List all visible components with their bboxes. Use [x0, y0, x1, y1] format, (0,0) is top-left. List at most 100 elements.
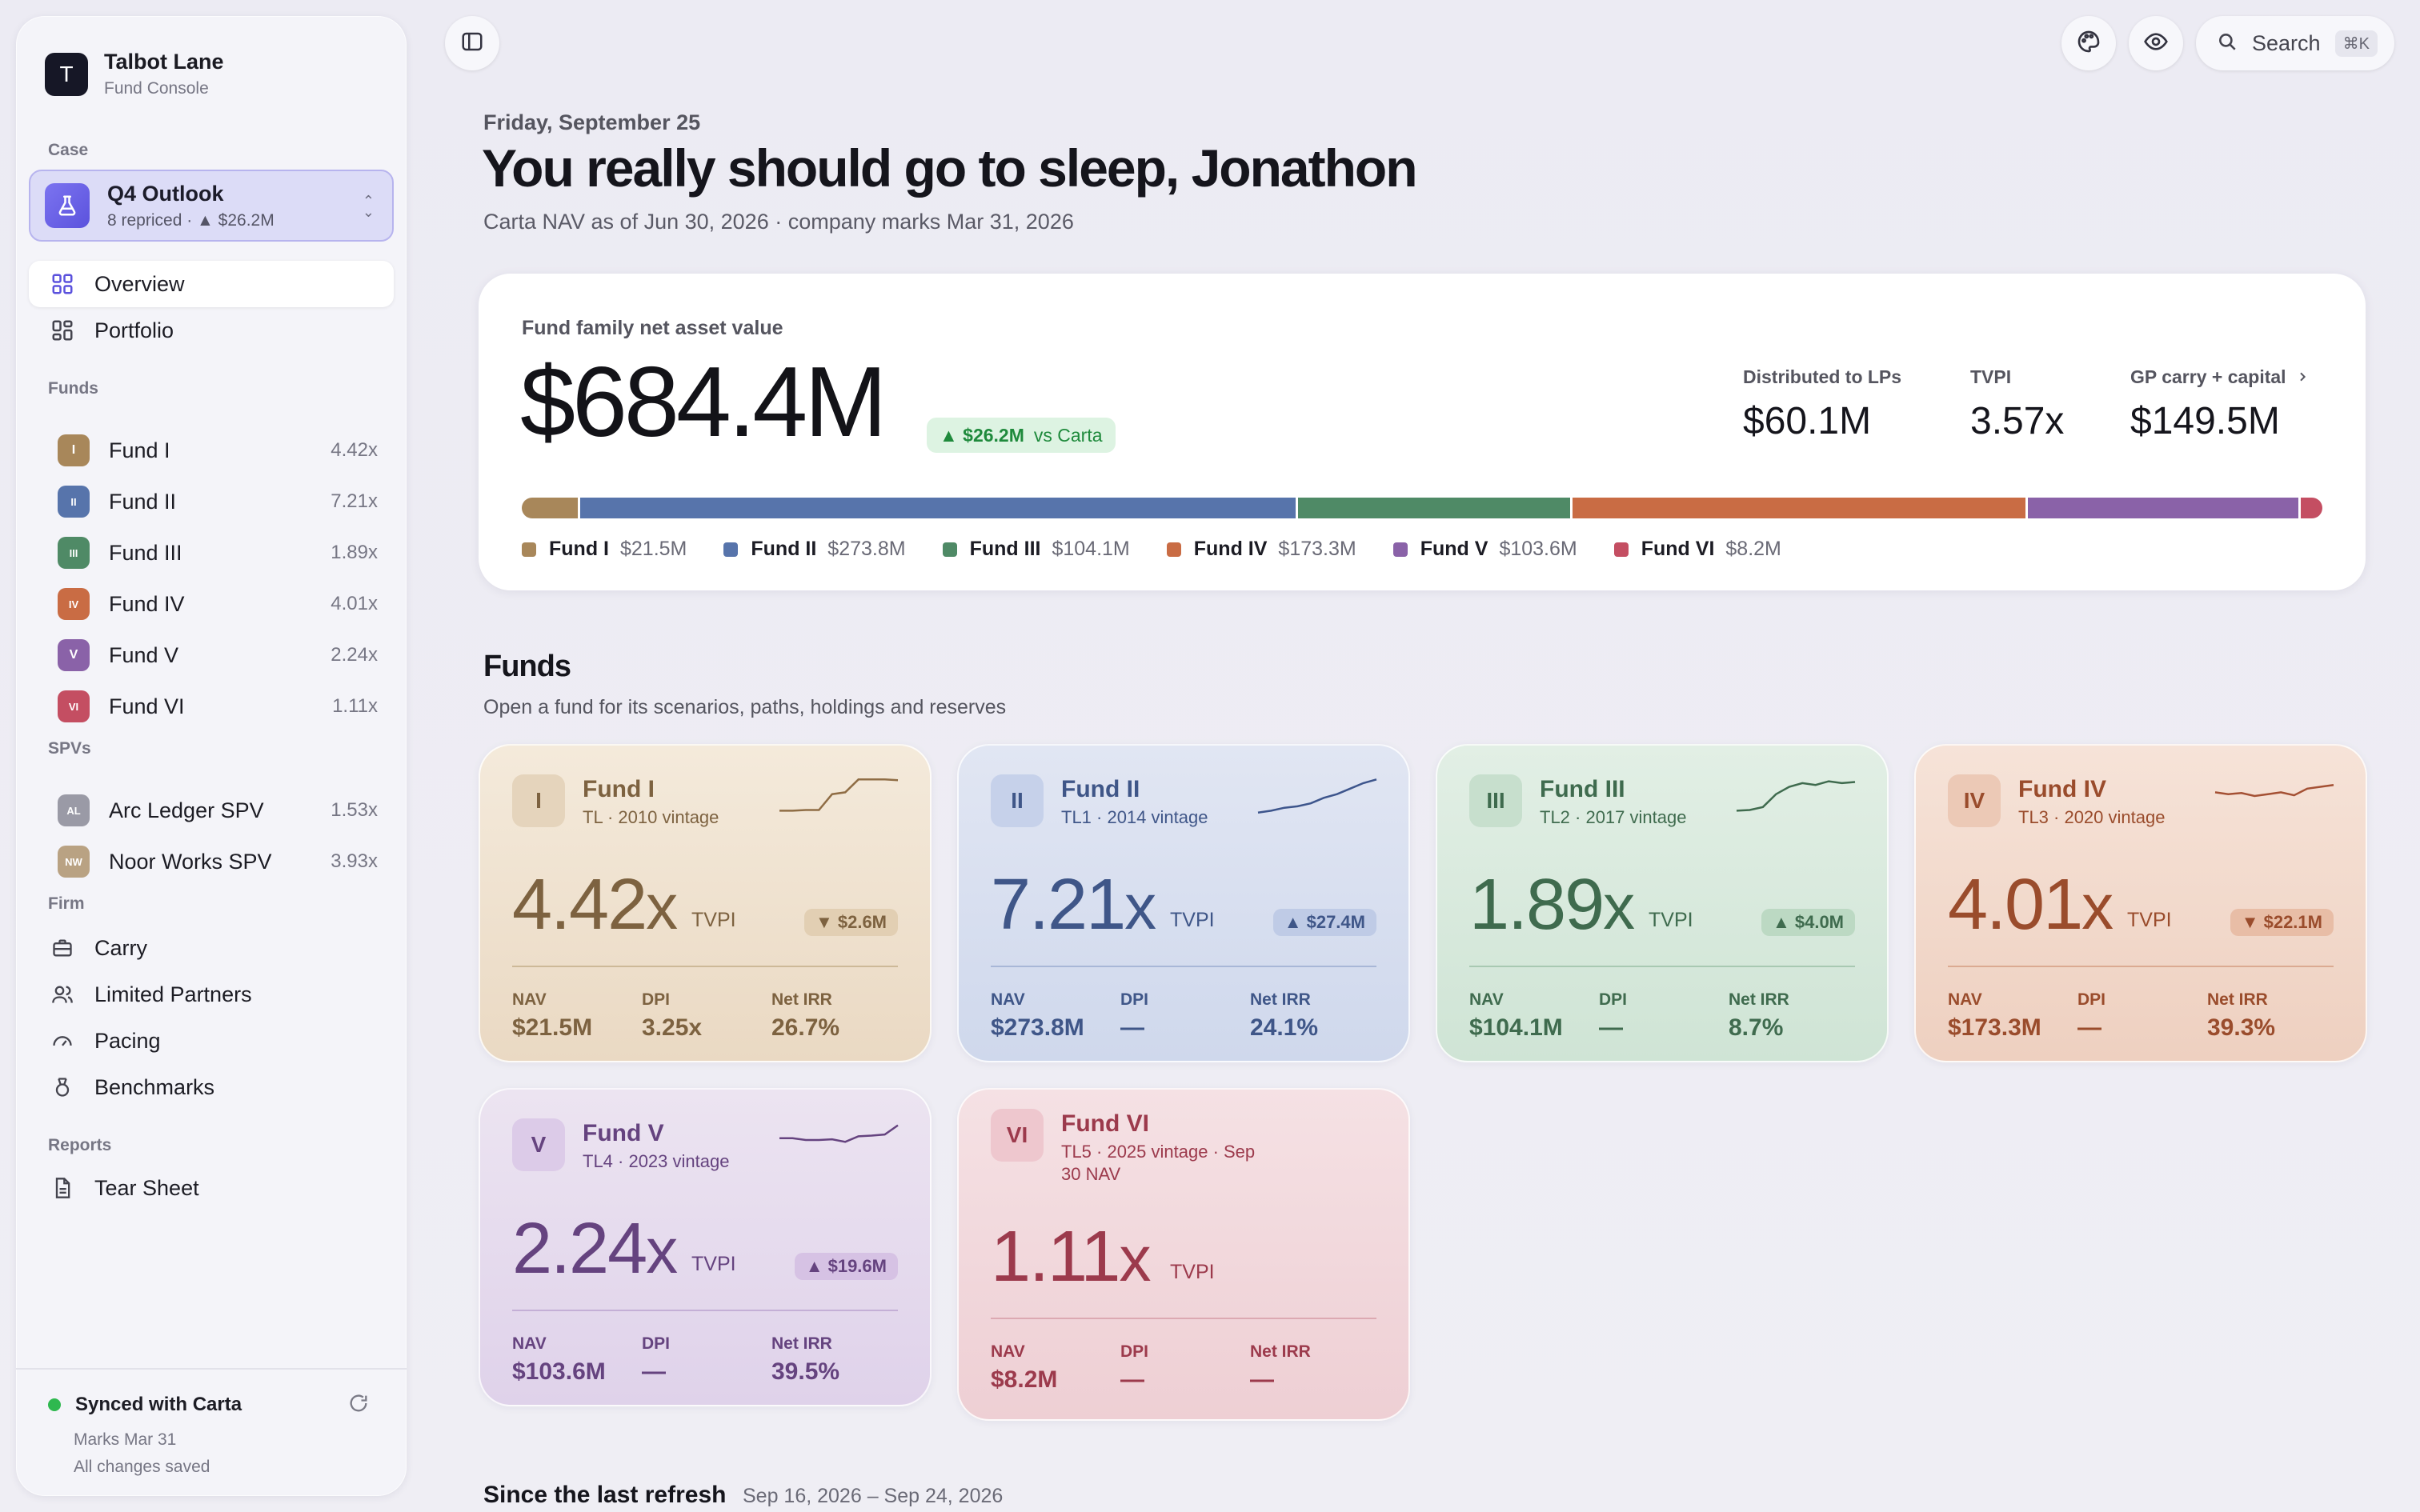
nav-benchmarks[interactable]: Benchmarks: [29, 1064, 394, 1110]
fund-card-stat-value: $21.5M: [512, 1014, 593, 1041]
fund-card-stat-label: NAV: [512, 990, 547, 1009]
fund-card-multiple: 2.24x: [512, 1208, 678, 1290]
search-button[interactable]: Search ⌘K: [2196, 16, 2394, 70]
legend-item: Fund I $21.5M: [522, 538, 687, 561]
fund-card-stat-value: —: [1599, 1014, 1623, 1041]
fund-family-nav-card: Fund family net asset value $684.4M ▲ $2…: [479, 274, 2366, 590]
nav-bar-segment[interactable]: [2027, 498, 2299, 518]
fund-card[interactable]: III Fund III TL2 · 2017 vintage 1.89x TVPI ▲ …: [1436, 744, 1889, 1062]
reports-section-label: Reports: [48, 1136, 112, 1154]
legend-value: $104.1M: [1052, 538, 1130, 560]
fund-card[interactable]: I Fund I TL · 2010 vintage 4.42x TVPI ▼ $2.6M…: [479, 744, 932, 1062]
fund-card-stat-value: —: [2077, 1014, 2101, 1041]
nav-portfolio[interactable]: Portfolio: [29, 307, 394, 354]
nav-bar-segment[interactable]: [580, 498, 1296, 518]
sidebar-fund-item[interactable]: V Fund V 2.24x: [29, 632, 394, 678]
toggle-sidebar-button[interactable]: [445, 16, 499, 70]
sidebar-fund-badge: V: [58, 639, 90, 671]
sidebar-fund-item[interactable]: IV Fund IV 4.01x: [29, 581, 394, 627]
fund-card-stat-net-irr: Net IRR 24.1%: [1250, 990, 1380, 1042]
legend-value: $273.8M: [827, 538, 906, 560]
funds-section-subtitle: Open a fund for its scenarios, paths, ho…: [483, 696, 1007, 718]
funds-section-label: Funds: [48, 379, 98, 398]
nav-tear-sheet[interactable]: Tear Sheet: [29, 1165, 394, 1211]
fund-card-stat-net-irr: Net IRR 8.7%: [1729, 990, 1858, 1042]
sidebar-fund-multiple: 7.21x: [331, 490, 378, 512]
nav-bar-segment[interactable]: [1298, 498, 1571, 518]
nav-pacing-label: Pacing: [94, 1028, 161, 1053]
sidebar-fund-multiple: 4.01x: [331, 593, 378, 614]
fund-card-badge: I: [512, 774, 565, 827]
fund-card-stat-label: DPI: [642, 990, 671, 1009]
sync-saved: All changes saved: [74, 1458, 210, 1476]
nav-card-label: Fund family net asset value: [522, 317, 783, 339]
nav-bar-segment[interactable]: [522, 498, 579, 518]
fund-card-stat-label: NAV: [991, 1342, 1025, 1361]
fund-card-stat-label: NAV: [512, 1334, 547, 1353]
fund-card-stat-label: DPI: [642, 1334, 671, 1353]
sidebar-fund-label: Fund VI: [109, 694, 185, 718]
sidebar-spv-item[interactable]: AL Arc Ledger SPV 1.53x: [29, 787, 394, 834]
as-of-line: Carta NAV as of Jun 30, 2026 · company m…: [483, 210, 1074, 234]
fund-card[interactable]: II Fund II TL1 · 2014 vintage 7.21x TVPI ▲ $2…: [957, 744, 1410, 1062]
nav-bar-segment[interactable]: [1573, 498, 2025, 518]
fund-card-stat-net-irr: Net IRR 39.5%: [771, 1334, 901, 1386]
fund-card-meta: TL1 · 2014 vintage: [1061, 807, 1208, 827]
nav-total-value: $684.4M: [520, 347, 887, 458]
fund-card-sparkline: [1257, 778, 1377, 814]
fund-card-stat-dpi: DPI —: [1120, 990, 1250, 1042]
sidebar-fund-item[interactable]: I Fund I 4.42x: [29, 427, 394, 474]
fund-card-name: Fund IV: [2018, 776, 2106, 802]
nav-carry[interactable]: Carry: [29, 925, 394, 971]
sparkline-path: [1257, 778, 1377, 814]
fund-card-stat-value: 8.7%: [1729, 1014, 1784, 1041]
sparkline-path: [779, 1124, 899, 1143]
brand[interactable]: T Talbot Lane Fund Console: [45, 50, 224, 98]
sidebar-fund-label: Fund II: [109, 489, 177, 514]
nav-bar-segment[interactable]: [2301, 498, 2322, 518]
visibility-button[interactable]: [2129, 16, 2183, 70]
case-title: Q4 Outlook: [107, 181, 224, 206]
sidebar-spv-item[interactable]: NW Noor Works SPV 3.93x: [29, 838, 394, 885]
fund-card-stat-label: DPI: [1599, 990, 1628, 1009]
fund-card-multiple-value: 1.11: [991, 1217, 1120, 1297]
sparkline-path: [779, 778, 899, 812]
refresh-icon[interactable]: [347, 1392, 370, 1418]
fund-card-stat-nav: NAV $8.2M: [991, 1342, 1120, 1394]
nav-overview[interactable]: Overview: [29, 261, 394, 307]
legend-value: $8.2M: [1725, 538, 1781, 560]
stat-distributed-label: Distributed to LPs: [1743, 366, 1902, 387]
stat-gp-carry-value: $149.5M: [2130, 400, 2280, 442]
sidebar-fund-label: Fund I: [109, 438, 170, 462]
fund-card[interactable]: V Fund V TL4 · 2023 vintage 2.24x TVPI ▲ $19.…: [479, 1088, 932, 1406]
firm-section-label: Firm: [48, 894, 85, 913]
fund-card-divider: [512, 1310, 898, 1311]
fund-card[interactable]: VI Fund VI TL5 · 2025 vintage · Sep 30 NAV…: [957, 1088, 1410, 1421]
fund-card-stat-value: $104.1M: [1469, 1014, 1563, 1041]
fund-card-stat-label: NAV: [1948, 990, 1982, 1009]
nav-composition-bar: [522, 498, 2322, 518]
sync-title: Synced with Carta: [75, 1394, 242, 1415]
nav-limited-partners-label: Limited Partners: [94, 982, 252, 1006]
fund-card[interactable]: IV Fund IV TL3 · 2020 vintage 4.01x TVPI ▼ $2…: [1914, 744, 2367, 1062]
sidebar-fund-multiple: 2.24x: [331, 644, 378, 666]
legend-name: Fund III: [969, 538, 1041, 560]
fund-card-stat-label: Net IRR: [2207, 990, 2268, 1009]
sidebar-fund-multiple: 4.42x: [331, 439, 378, 461]
nav-limited-partners[interactable]: Limited Partners: [29, 971, 394, 1018]
legend-swatch: [1392, 542, 1408, 557]
theme-button[interactable]: [2061, 16, 2116, 70]
nav-pacing[interactable]: Pacing: [29, 1018, 394, 1064]
fund-card-tvpi-label: TVPI: [1170, 909, 1215, 931]
stat-gp-carry[interactable]: GP carry + capital $149.5M: [2130, 366, 2309, 443]
fund-card-stat-nav: NAV $173.3M: [1948, 990, 2077, 1042]
sidebar-fund-item[interactable]: III Fund III 1.89x: [29, 530, 394, 576]
sidebar-fund-item[interactable]: VI Fund VI 1.11x: [29, 683, 394, 730]
since-refresh-title: Since the last refresh: [483, 1482, 727, 1508]
sidebar-fund-item[interactable]: II Fund II 7.21x: [29, 478, 394, 525]
fund-card-name: Fund VI: [1061, 1110, 1149, 1137]
fund-card-stat-value: —: [642, 1358, 666, 1385]
sidebar-spv-badge: NW: [58, 846, 90, 878]
case-selector[interactable]: Q4 Outlook 8 repriced · ▲ $26.2M ⌃ ⌄: [29, 170, 394, 242]
case-subtitle: 8 repriced · ▲ $26.2M: [107, 210, 274, 230]
